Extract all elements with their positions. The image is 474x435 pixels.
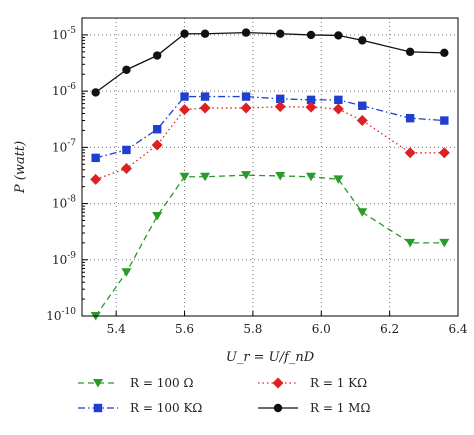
data-point [152, 212, 163, 221]
data-point [439, 238, 450, 248]
data-point [440, 116, 449, 125]
data-point [305, 101, 317, 113]
series-1 [90, 171, 450, 321]
x-tick-label: 6.4 [448, 322, 467, 336]
data-point [200, 172, 211, 182]
data-point [91, 153, 100, 163]
legend-marker [93, 379, 103, 388]
data-point [241, 92, 251, 101]
y-tick-label: 10-5 [52, 26, 76, 42]
data-point [274, 101, 286, 113]
y-tick-label: 10-8 [52, 195, 76, 211]
x-tick-label: 5.8 [243, 322, 262, 336]
data-point [153, 125, 162, 134]
data-point [405, 47, 415, 57]
data-point [241, 171, 252, 180]
data-point [179, 172, 190, 182]
data-point [122, 145, 131, 155]
data-point [405, 238, 416, 248]
x-tick-label: 6.0 [312, 322, 331, 336]
data-point [91, 88, 100, 97]
data-point [306, 172, 317, 182]
data-point [241, 28, 251, 37]
data-point [180, 29, 189, 38]
legend-marker [272, 377, 284, 389]
data-point [153, 51, 162, 60]
grid [82, 18, 459, 317]
y-tick-label: 10-9 [52, 251, 76, 267]
data-point [405, 114, 415, 123]
data-point [357, 208, 368, 217]
data-point [356, 115, 368, 127]
legend-label: R = 100 KΩ [130, 401, 202, 415]
legend-label: R = 100 Ω [130, 376, 193, 390]
data-point [438, 147, 450, 159]
data-point [358, 36, 367, 45]
y-axis-label: P (watt) [13, 141, 28, 194]
data-point [121, 268, 132, 277]
legend-entry: R = 100 KΩ [78, 401, 202, 415]
legend: R = 100 Ω R = 100 KΩ R = 1 KΩ R = 1 MΩ [78, 376, 370, 415]
x-tick-label: 5.6 [175, 322, 194, 336]
x-tick-label: 6.2 [380, 322, 399, 336]
data-point [90, 173, 102, 185]
data-point [333, 175, 344, 184]
data-point [358, 101, 367, 110]
data-point [334, 31, 343, 40]
data-point [240, 102, 252, 114]
x-tick-label: 5.4 [107, 322, 126, 336]
y-tick-label: 10-10 [46, 307, 76, 323]
series-3 [90, 101, 450, 185]
data-point [179, 104, 191, 116]
x-axis-label: U_r = U/f_nD [226, 350, 315, 365]
series-line [95, 95, 445, 159]
plot-frame [81, 17, 459, 317]
y-tick-label: 10-6 [52, 82, 76, 98]
data-point [276, 94, 285, 104]
series-line [95, 31, 445, 93]
axis-labels: U_r = U/f_nD P (watt) [13, 141, 315, 365]
data-point [276, 29, 285, 38]
data-point [332, 103, 344, 115]
data-point [180, 92, 189, 101]
legend-label: R = 1 KΩ [310, 376, 367, 390]
legend-label: R = 1 MΩ [310, 401, 370, 415]
legend-entry: R = 1 KΩ [258, 376, 367, 390]
data-point [122, 65, 131, 74]
series-4 [91, 28, 449, 97]
data-point [306, 30, 316, 40]
data-point [404, 147, 416, 159]
legend-entry: R = 100 Ω [78, 376, 193, 390]
data-point [199, 102, 211, 114]
ticks: 5.4 5.6 5.8 6.0 6.2 6.4 10-10 10-9 10-8 10-7 10-6 1… [46, 17, 468, 336]
data-point [200, 92, 210, 101]
y-tick-label: 10-7 [52, 138, 76, 154]
data-point [200, 29, 210, 38]
legend-entry: R = 1 MΩ [258, 401, 370, 415]
legend-marker [93, 403, 103, 413]
data-point [440, 48, 449, 58]
data-point [275, 171, 286, 181]
series-line [95, 174, 445, 317]
data-point [151, 139, 163, 151]
series-layer [90, 28, 450, 321]
series-line [95, 105, 445, 180]
data-point [306, 95, 316, 105]
data-point [120, 163, 132, 175]
data-point [334, 95, 343, 105]
legend-marker [273, 403, 283, 413]
series-2 [91, 92, 449, 163]
